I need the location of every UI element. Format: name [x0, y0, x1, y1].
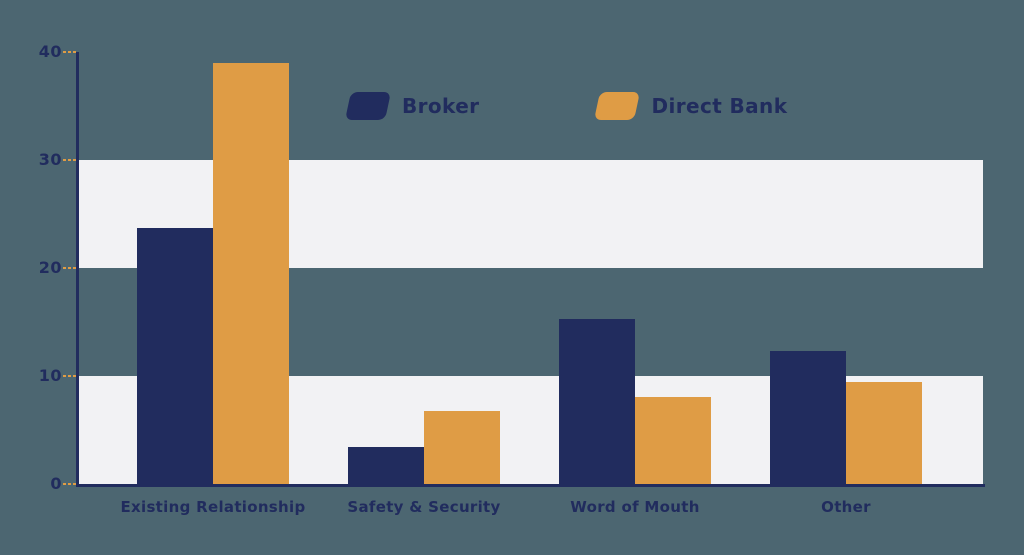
y-tick-mark-40 [63, 51, 77, 53]
y-tick-mark-0 [63, 483, 77, 485]
y-axis-line [76, 52, 79, 487]
bar-direct-bank-2 [424, 410, 500, 484]
y-tick-label-30: 30 [38, 150, 62, 169]
x-category-label-3: Word of Mouth [570, 498, 700, 516]
bar-broker-2 [348, 447, 424, 484]
bar-direct-bank-1 [213, 62, 289, 484]
y-tick-label-10: 10 [38, 366, 62, 385]
y-tick-mark-30 [63, 159, 77, 161]
y-tick-label-20: 20 [38, 258, 62, 277]
x-category-label-4: Other [821, 498, 871, 516]
y-tick-label-0: 0 [50, 474, 62, 493]
bar-broker-3 [559, 318, 635, 484]
y-tick-label-40: 40 [38, 42, 62, 61]
bar-direct-bank-3 [635, 396, 711, 484]
bar-broker-4 [770, 351, 846, 484]
legend-label-direct-bank: Direct Bank [651, 94, 788, 118]
y-tick-mark-20 [63, 267, 77, 269]
x-axis-line [76, 484, 985, 487]
legend: Broker Direct Bank [345, 92, 788, 120]
plot-area [78, 52, 983, 484]
legend-item-broker: Broker [345, 92, 480, 120]
legend-swatch-direct-bank-icon [594, 92, 641, 120]
bar-direct-bank-4 [846, 382, 922, 484]
legend-item-direct-bank: Direct Bank [594, 92, 788, 120]
y-tick-mark-10 [63, 375, 77, 377]
bar-broker-1 [137, 228, 213, 484]
legend-label-broker: Broker [402, 94, 480, 118]
legend-swatch-broker-icon [345, 92, 391, 120]
x-category-label-2: Safety & Security [347, 498, 501, 516]
x-category-label-1: Existing Relationship [120, 498, 306, 516]
